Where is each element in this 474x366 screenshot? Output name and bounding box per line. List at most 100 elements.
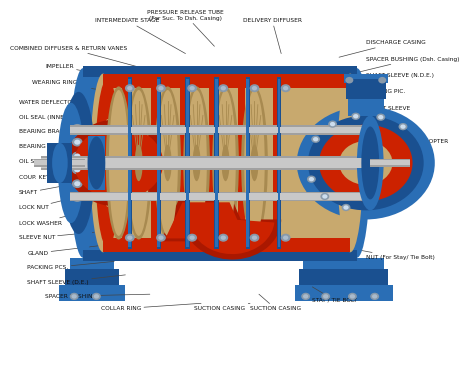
Bar [41, 158, 370, 168]
Bar [83, 192, 350, 199]
Circle shape [219, 234, 228, 242]
Circle shape [281, 234, 291, 242]
Circle shape [219, 84, 228, 92]
Bar [215, 79, 218, 247]
Text: BEARING BRACKET: BEARING BRACKET [18, 130, 90, 134]
Circle shape [72, 152, 82, 160]
Circle shape [323, 294, 328, 299]
Circle shape [187, 84, 197, 92]
Bar [214, 77, 219, 249]
Bar [70, 127, 364, 134]
Ellipse shape [90, 74, 116, 252]
Ellipse shape [106, 86, 132, 239]
Bar [185, 77, 190, 249]
Bar [103, 74, 350, 88]
Text: PACKING PCS.: PACKING PCS. [27, 261, 114, 270]
Circle shape [65, 119, 172, 207]
Circle shape [72, 193, 82, 202]
Circle shape [187, 234, 197, 242]
Text: DELIVERY DIFFUSER: DELIVERY DIFFUSER [243, 18, 302, 53]
Polygon shape [299, 269, 388, 285]
Circle shape [283, 235, 288, 240]
Bar [157, 79, 160, 247]
Text: INTERMEDIATE STAGE: INTERMEDIATE STAGE [95, 18, 185, 53]
Circle shape [125, 234, 135, 242]
Text: WEARING RING: WEARING RING [32, 80, 147, 97]
Circle shape [351, 113, 360, 120]
Circle shape [339, 141, 392, 185]
Circle shape [74, 195, 81, 200]
Circle shape [348, 293, 357, 300]
Circle shape [283, 86, 288, 90]
Circle shape [320, 193, 329, 200]
Circle shape [308, 116, 424, 210]
Polygon shape [303, 258, 383, 269]
Circle shape [345, 77, 353, 83]
Ellipse shape [183, 86, 210, 239]
Bar [122, 76, 129, 249]
Bar [278, 79, 280, 247]
Polygon shape [70, 258, 114, 269]
Ellipse shape [164, 145, 172, 181]
Bar [180, 76, 187, 249]
Ellipse shape [215, 90, 236, 236]
Bar [70, 192, 364, 201]
Circle shape [309, 177, 314, 181]
Circle shape [74, 153, 81, 158]
Text: PACKING PIC.: PACKING PIC. [366, 89, 405, 104]
Circle shape [328, 120, 337, 128]
Circle shape [353, 114, 358, 119]
Ellipse shape [357, 116, 383, 210]
Text: OIL SEAL (INNER): OIL SEAL (INNER) [18, 115, 99, 120]
Text: SLEEVE NUT: SLEEVE NUT [18, 232, 94, 240]
Text: OIL SEAL (OUTER): OIL SEAL (OUTER) [18, 159, 74, 164]
Circle shape [376, 113, 385, 121]
Circle shape [74, 127, 163, 199]
Bar [346, 79, 386, 99]
Ellipse shape [250, 145, 258, 181]
Circle shape [158, 235, 164, 240]
Circle shape [94, 294, 99, 299]
Text: PRESSURE RELEASE TUBE
(For Suc. To Dsh. Casing): PRESSURE RELEASE TUBE (For Suc. To Dsh. … [147, 10, 224, 46]
Circle shape [307, 176, 316, 183]
Ellipse shape [88, 137, 105, 189]
Wedge shape [192, 220, 274, 254]
Polygon shape [294, 285, 392, 302]
Ellipse shape [157, 90, 178, 236]
Circle shape [92, 293, 101, 300]
Bar [83, 66, 357, 77]
Circle shape [72, 165, 82, 174]
Ellipse shape [70, 68, 96, 258]
Circle shape [74, 181, 81, 186]
Circle shape [250, 84, 259, 92]
Circle shape [313, 137, 319, 141]
Bar [344, 74, 388, 83]
Circle shape [372, 294, 377, 299]
Bar [83, 126, 350, 133]
Ellipse shape [101, 119, 114, 207]
Circle shape [156, 234, 166, 242]
Circle shape [127, 86, 133, 90]
Bar [209, 76, 216, 249]
Bar [370, 159, 410, 167]
Circle shape [125, 84, 135, 92]
Circle shape [378, 115, 383, 119]
Text: SHAFT COLLAR: SHAFT COLLAR [366, 122, 410, 133]
Bar [246, 79, 249, 247]
Text: SPACER BUSHING: SPACER BUSHING [45, 294, 150, 299]
Ellipse shape [64, 86, 102, 239]
Ellipse shape [155, 86, 181, 239]
Circle shape [378, 77, 386, 83]
Circle shape [401, 124, 406, 129]
Circle shape [250, 234, 259, 242]
Ellipse shape [361, 127, 379, 199]
Circle shape [127, 235, 133, 240]
Text: COUP. KEY: COUP. KEY [18, 172, 72, 180]
Bar [128, 77, 132, 249]
Circle shape [70, 293, 79, 300]
Bar [156, 77, 161, 249]
Bar [83, 68, 357, 258]
Circle shape [322, 194, 328, 199]
Circle shape [220, 86, 226, 90]
Circle shape [74, 167, 81, 172]
